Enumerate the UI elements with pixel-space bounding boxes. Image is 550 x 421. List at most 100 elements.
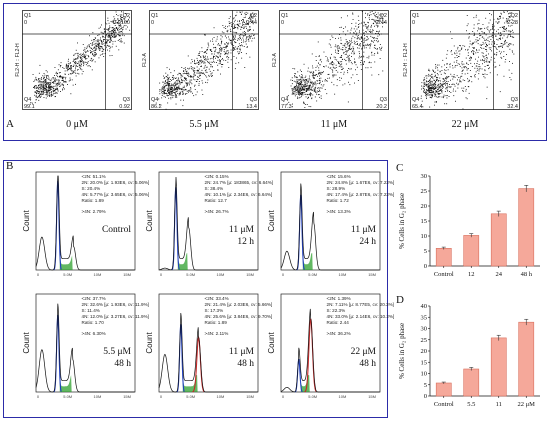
histogram-stat-line: Ratio: 1.89 xyxy=(82,198,105,203)
histogram-stat-line: 4N: 5.77% [μ: 3.65E6, cv: 5.06%] xyxy=(82,192,150,197)
flow-dose-label: 5.5 μM xyxy=(189,119,219,130)
q2-value: 0.44 xyxy=(246,20,257,26)
histogram-x-tick: 5.0M xyxy=(308,272,317,277)
q1-value: 0 xyxy=(151,20,154,26)
bar-y-axis-label: % Cells in G₂ phase xyxy=(398,323,406,379)
q1-label: Q1 xyxy=(24,13,31,19)
histogram-x-tick: 15M xyxy=(368,394,376,399)
histogram-frame xyxy=(280,171,381,271)
histogram-2: <2N: 0.15%2N: 24.7% [μ: 183865, cv: 6.64… xyxy=(145,171,273,277)
histogram-stat-line: Ratio: 1.70 xyxy=(82,320,105,325)
histogram-x-tick: 10M xyxy=(94,272,102,277)
histogram-1: <2N: 51.1%2N: 20.0% [μ: 1.93E6, cv: 5.06… xyxy=(22,171,149,277)
histogram-stat-line: S: 11.4% xyxy=(82,308,100,313)
histogram-stat-line: S: 17.3% xyxy=(205,308,224,313)
histogram-stat-line: Ratio: 1.89 xyxy=(205,320,228,325)
panel-d-letter: D xyxy=(396,294,404,306)
g2-peak xyxy=(304,318,317,393)
q4-value: 77.3 xyxy=(281,104,292,110)
histogram-stat-line: >4N: 2.79% xyxy=(82,209,106,214)
scatter-points xyxy=(286,11,385,108)
histogram-time-label: 48 h xyxy=(114,359,131,369)
histogram-stat-line: 2N: 7.11% [μ: 8.77E5, cv: 20.3%] xyxy=(327,302,394,307)
q1-value: 0 xyxy=(412,20,415,26)
histogram-stat-line: S: 20.4% xyxy=(82,186,101,191)
histogram-stat-line: Ratio: 1.72 xyxy=(327,198,350,203)
bar xyxy=(518,188,535,267)
y-tick-label: 25 xyxy=(421,337,428,344)
flow-dose-label: 22 μM xyxy=(451,119,479,130)
q3-label: Q3 xyxy=(511,97,518,103)
y-tick-label: 10 xyxy=(421,233,428,240)
histogram-5: <2N: 33.4%2N: 21.4% [μ: 2.03E6, cv: 5.66… xyxy=(145,293,272,399)
histogram-x-tick: 10M xyxy=(217,394,225,399)
histogram-frame xyxy=(35,171,136,271)
histogram-x-tick: 0 xyxy=(37,394,40,399)
histogram-stat-line: <2N: 33.4% xyxy=(205,296,229,301)
q3-label: Q3 xyxy=(250,97,257,103)
histogram-stat-line: Ratio: 2.44 xyxy=(327,320,350,325)
histogram-condition-label: 11 μM xyxy=(351,225,377,235)
s-phase-fill xyxy=(59,253,73,270)
histogram-x-tick: 5.0M xyxy=(308,394,317,399)
histogram-x-tick: 5.0M xyxy=(63,394,72,399)
q4-label: Q4 xyxy=(412,97,419,103)
q3-value: 0.92 xyxy=(119,104,130,110)
x-tick-label: Control xyxy=(434,271,454,278)
histogram-stat-line: 2N: 32.6% [μ: 1.93E6, cv: 11.9%] xyxy=(82,302,149,307)
histogram-frame xyxy=(158,293,259,393)
y-tick-label: 0 xyxy=(424,393,427,400)
histogram-time-label: 48 h xyxy=(359,359,376,369)
q3-label: Q3 xyxy=(123,97,130,103)
histogram-trace xyxy=(280,308,380,393)
histogram-y-axis-label: Count xyxy=(145,332,154,354)
scatter-points xyxy=(29,11,131,105)
y-tick-label: 5 xyxy=(424,382,427,389)
plot-frame xyxy=(149,10,259,110)
q4-value: 65.4 xyxy=(412,104,423,110)
histogram-y-axis-label: Count xyxy=(145,210,154,232)
histogram-stat-line: 2N: 20.0% [μ: 1.93E6, cv: 5.06%] xyxy=(82,180,150,185)
panel-b-letter: B xyxy=(6,160,14,172)
histogram-stat-line: 2N: 24.7% [μ: 183865, cv: 6.64%] xyxy=(205,180,274,185)
histogram-4: <2N: 37.7%2N: 32.6% [μ: 1.93E6, cv: 11.9… xyxy=(22,293,149,399)
histogram-y-axis-label: Count xyxy=(22,332,31,354)
bar xyxy=(490,213,507,267)
bar xyxy=(518,321,535,397)
histogram-stat-line: S: 22.3% xyxy=(327,308,346,313)
histogram-time-label: 12 h xyxy=(237,237,254,247)
q2-value: 0.0100 xyxy=(113,20,130,26)
scatter-points xyxy=(420,11,515,110)
q3-label: Q3 xyxy=(380,97,387,103)
y-tick-label: 15 xyxy=(421,218,428,225)
histogram-x-tick: 0 xyxy=(160,394,163,399)
x-tick-label: 11 xyxy=(496,401,502,408)
histogram-trace xyxy=(158,176,258,271)
q2-value: 2.28 xyxy=(507,20,518,26)
bar-y-axis-label: % Cells in G₂ phase xyxy=(398,193,406,249)
x-tick-label: 48 h xyxy=(521,271,533,278)
s-phase-fill xyxy=(177,253,188,270)
flow-y-axis-label: FL2-H :: FL2-H xyxy=(15,43,21,77)
s-phase-fill xyxy=(59,375,72,392)
s-phase-fill xyxy=(302,253,313,270)
histogram-stat-line: <2N: 1.39% xyxy=(327,296,351,301)
histogram-condition-label: 22 μM xyxy=(351,347,377,357)
y-tick-label: 25 xyxy=(421,188,428,195)
q2-label: Q2 xyxy=(511,13,518,19)
y-tick-label: 10 xyxy=(421,371,428,378)
histogram-condition-label: 11 μM xyxy=(229,225,255,235)
histogram-x-tick: 0 xyxy=(282,394,285,399)
histogram-x-tick: 15M xyxy=(246,394,254,399)
bar xyxy=(463,235,480,267)
histogram-x-tick: 5.0M xyxy=(63,272,72,277)
q1-label: Q1 xyxy=(151,13,158,19)
histogram-stat-line: >4N: 13.3% xyxy=(327,209,351,214)
histogram-trace xyxy=(280,183,380,271)
histogram-stat-line: Ratio: 12.7 xyxy=(205,198,228,203)
histogram-stat-line: S: 28.9% xyxy=(327,186,346,191)
histogram-stat-line: <2N: 51.1% xyxy=(82,174,106,179)
bar xyxy=(463,368,480,397)
histogram-stat-line: >4N: 26.7% xyxy=(205,209,229,214)
